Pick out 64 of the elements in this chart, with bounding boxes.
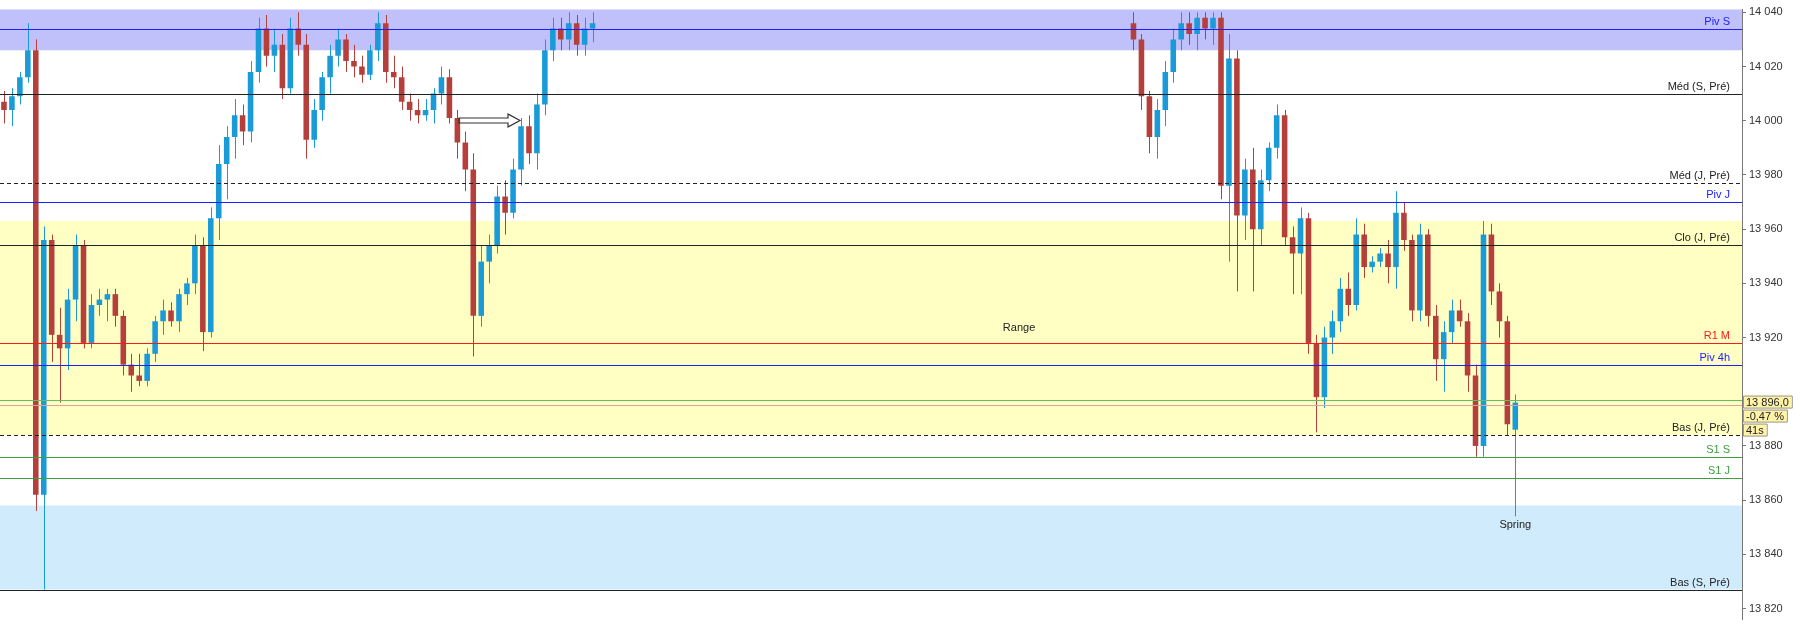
candlestick — [136, 353, 142, 387]
text: -0,47 % — [1746, 409, 1785, 422]
candlestick — [9, 87, 15, 127]
candlestick — [184, 277, 190, 306]
ref-line-label: Piv J — [1706, 188, 1730, 201]
candlestick — [343, 33, 349, 73]
text: 13 896,0 — [1746, 395, 1789, 408]
candlestick — [351, 44, 357, 78]
candlestick — [231, 98, 238, 160]
candlestick — [1329, 309, 1336, 355]
candlestick — [239, 103, 246, 146]
candlestick — [1194, 11, 1200, 51]
candlestick — [390, 55, 397, 89]
candlestick — [486, 234, 492, 284]
y-tick-label: 13 980 — [1749, 167, 1783, 180]
candlestick — [565, 11, 572, 51]
ref-line-label: R1 M — [1703, 329, 1730, 342]
y-tick-label: 14 000 — [1749, 113, 1783, 126]
y-tick-label: 13 820 — [1749, 601, 1783, 614]
ref-line-label: Bas (S, Pré) — [1670, 576, 1730, 589]
candlestick — [359, 55, 365, 84]
candlestick — [271, 28, 278, 73]
candlestick — [1, 90, 7, 124]
candlestick — [1178, 11, 1184, 51]
candlestick — [550, 17, 556, 62]
candlestick — [438, 66, 445, 105]
y-tick-label: 14 040 — [1749, 5, 1783, 18]
candlestick — [1456, 299, 1463, 328]
candlestick — [589, 11, 596, 43]
candlestick — [112, 288, 119, 328]
text: 41s — [1746, 423, 1765, 436]
candlestick — [1186, 11, 1192, 46]
y-tick-label: 14 020 — [1749, 59, 1783, 72]
candlestick — [1377, 247, 1383, 268]
band-label: Range — [1002, 321, 1036, 334]
ref-line-label: Piv 4h — [1699, 351, 1730, 364]
ref-line-label: Clo (J, Pré) — [1674, 231, 1730, 244]
candlestick — [1385, 239, 1391, 284]
ref-line-label: Bas (J, Pré) — [1671, 421, 1730, 434]
y-tick-label: 13 960 — [1749, 222, 1783, 235]
candlestick — [168, 301, 174, 328]
y-tick-label: 13 920 — [1749, 330, 1783, 343]
y-tick-label: 13 940 — [1749, 276, 1783, 289]
y-tick-label: 13 880 — [1749, 438, 1783, 451]
candlestick — [502, 179, 508, 236]
ref-line-label: Piv S — [1704, 15, 1730, 28]
candlestick — [128, 353, 135, 393]
y-tick-label: 13 840 — [1749, 547, 1783, 560]
ref-line-label: S1 J — [1707, 464, 1730, 477]
candlestick — [1345, 271, 1352, 317]
candlestick — [1210, 11, 1216, 46]
ref-line-label: Méd (J, Pré) — [1669, 169, 1730, 182]
candlestick — [160, 299, 166, 336]
candlestick — [335, 28, 341, 68]
annotation: Spring — [1499, 517, 1532, 530]
ref-line-label: S1 S — [1706, 443, 1730, 456]
candlestick — [17, 71, 23, 105]
candlestick — [104, 288, 111, 322]
ref-line-label: Méd (S, Pré) — [1667, 80, 1730, 93]
y-tick-label: 13 860 — [1749, 493, 1783, 506]
candlestick — [558, 17, 564, 51]
candlestick — [1202, 11, 1208, 40]
candlestick — [1448, 299, 1455, 344]
candlestick — [327, 44, 333, 95]
